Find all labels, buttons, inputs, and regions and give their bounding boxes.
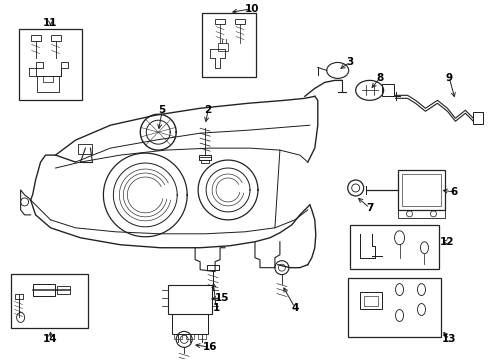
Bar xyxy=(397,170,445,210)
Bar xyxy=(78,144,92,154)
Bar xyxy=(202,13,255,77)
Bar xyxy=(57,285,70,293)
Bar xyxy=(218,42,227,50)
Text: 14: 14 xyxy=(43,334,58,345)
Text: 11: 11 xyxy=(43,18,58,28)
Bar xyxy=(347,278,441,337)
Text: 2: 2 xyxy=(204,105,211,115)
Bar xyxy=(401,174,441,206)
Text: 5: 5 xyxy=(158,105,165,115)
Text: 12: 12 xyxy=(439,237,454,247)
Bar xyxy=(37,76,59,92)
Bar xyxy=(31,35,41,41)
Text: 7: 7 xyxy=(365,203,372,213)
Text: 13: 13 xyxy=(441,334,456,345)
Text: 10: 10 xyxy=(244,4,259,14)
Bar xyxy=(15,293,22,298)
Bar xyxy=(349,225,439,269)
Text: 16: 16 xyxy=(203,342,217,352)
Bar xyxy=(50,35,61,41)
Text: 9: 9 xyxy=(445,73,452,84)
Bar xyxy=(168,285,212,315)
Bar xyxy=(198,334,205,339)
Bar xyxy=(215,19,224,24)
Text: 1: 1 xyxy=(212,302,219,312)
Bar xyxy=(397,210,445,218)
Bar xyxy=(363,296,377,306)
Bar xyxy=(19,28,82,100)
Text: 4: 4 xyxy=(290,302,298,312)
Text: 8: 8 xyxy=(375,73,383,84)
Bar xyxy=(199,155,211,160)
Bar xyxy=(381,84,393,96)
Bar xyxy=(235,19,244,24)
Text: 6: 6 xyxy=(450,187,457,197)
Bar xyxy=(11,274,88,328)
Bar xyxy=(207,265,219,270)
Bar xyxy=(472,112,482,124)
Text: 3: 3 xyxy=(346,58,353,67)
Bar xyxy=(201,160,209,163)
Bar xyxy=(186,334,194,339)
Bar xyxy=(174,334,182,339)
Bar xyxy=(359,292,381,310)
Bar xyxy=(33,284,55,296)
Bar xyxy=(172,315,208,334)
Text: 15: 15 xyxy=(214,293,229,302)
